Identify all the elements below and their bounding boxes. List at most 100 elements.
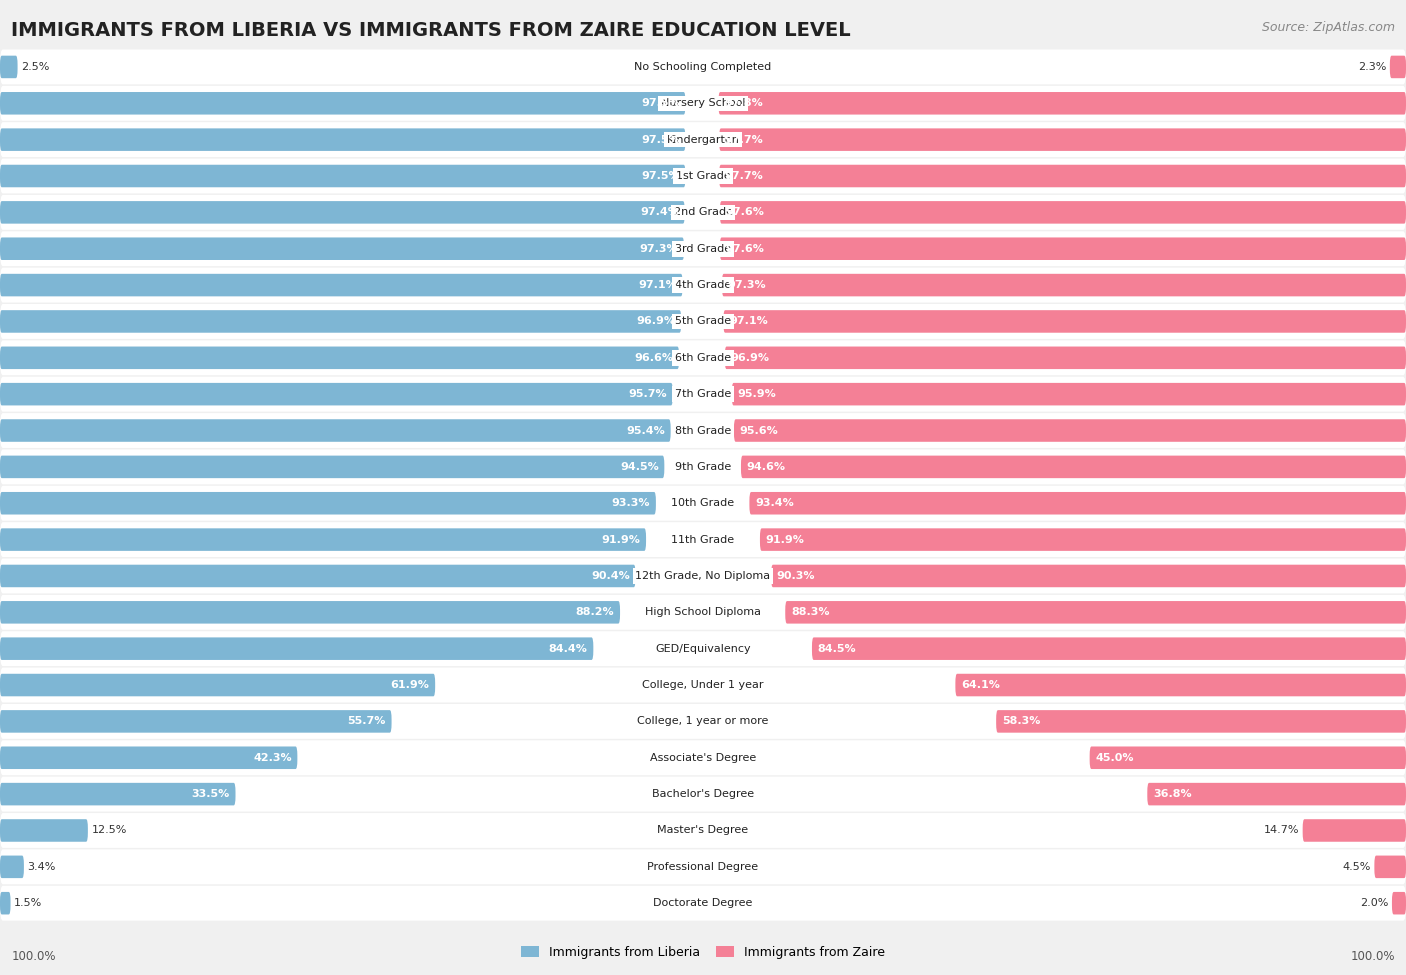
Text: 2.3%: 2.3% bbox=[1358, 62, 1386, 72]
FancyBboxPatch shape bbox=[0, 129, 686, 151]
FancyBboxPatch shape bbox=[0, 601, 620, 624]
Text: Doctorate Degree: Doctorate Degree bbox=[654, 898, 752, 908]
FancyBboxPatch shape bbox=[0, 528, 647, 551]
Text: Professional Degree: Professional Degree bbox=[647, 862, 759, 872]
Text: 97.6%: 97.6% bbox=[725, 208, 765, 217]
FancyBboxPatch shape bbox=[1375, 856, 1406, 878]
FancyBboxPatch shape bbox=[0, 492, 655, 515]
Text: 2.0%: 2.0% bbox=[1360, 898, 1389, 908]
FancyBboxPatch shape bbox=[0, 413, 1406, 448]
Text: 3.4%: 3.4% bbox=[28, 862, 56, 872]
Text: 97.5%: 97.5% bbox=[641, 135, 681, 144]
Text: 97.4%: 97.4% bbox=[640, 208, 679, 217]
Text: 8th Grade: 8th Grade bbox=[675, 425, 731, 436]
Text: 93.4%: 93.4% bbox=[755, 498, 794, 508]
FancyBboxPatch shape bbox=[0, 231, 1406, 266]
Text: 96.9%: 96.9% bbox=[731, 353, 769, 363]
Text: 97.3%: 97.3% bbox=[640, 244, 678, 254]
FancyBboxPatch shape bbox=[741, 455, 1406, 478]
Text: GED/Equivalency: GED/Equivalency bbox=[655, 644, 751, 653]
Text: 2.5%: 2.5% bbox=[21, 62, 49, 72]
Text: No Schooling Completed: No Schooling Completed bbox=[634, 62, 772, 72]
FancyBboxPatch shape bbox=[0, 201, 685, 223]
Text: 97.3%: 97.3% bbox=[728, 280, 766, 291]
FancyBboxPatch shape bbox=[734, 419, 1406, 442]
Text: 97.7%: 97.7% bbox=[725, 171, 763, 181]
FancyBboxPatch shape bbox=[0, 346, 679, 370]
FancyBboxPatch shape bbox=[0, 668, 1406, 703]
Text: Master's Degree: Master's Degree bbox=[658, 826, 748, 836]
FancyBboxPatch shape bbox=[725, 346, 1406, 370]
Text: 90.3%: 90.3% bbox=[778, 571, 815, 581]
FancyBboxPatch shape bbox=[0, 813, 1406, 848]
Text: 14.7%: 14.7% bbox=[1264, 826, 1299, 836]
FancyBboxPatch shape bbox=[0, 856, 24, 878]
Text: 10th Grade: 10th Grade bbox=[672, 498, 734, 508]
Text: 4th Grade: 4th Grade bbox=[675, 280, 731, 291]
FancyBboxPatch shape bbox=[0, 740, 1406, 775]
FancyBboxPatch shape bbox=[720, 129, 1406, 151]
Text: 6th Grade: 6th Grade bbox=[675, 353, 731, 363]
Text: 94.5%: 94.5% bbox=[620, 462, 658, 472]
FancyBboxPatch shape bbox=[0, 92, 686, 114]
FancyBboxPatch shape bbox=[997, 710, 1406, 732]
Text: 97.5%: 97.5% bbox=[641, 98, 681, 108]
FancyBboxPatch shape bbox=[1090, 747, 1406, 769]
FancyBboxPatch shape bbox=[1303, 819, 1406, 841]
Text: 12.5%: 12.5% bbox=[91, 826, 127, 836]
FancyBboxPatch shape bbox=[0, 449, 1406, 485]
Text: Associate's Degree: Associate's Degree bbox=[650, 753, 756, 762]
FancyBboxPatch shape bbox=[0, 819, 87, 841]
Text: 95.7%: 95.7% bbox=[628, 389, 668, 399]
FancyBboxPatch shape bbox=[720, 238, 1406, 260]
Text: 96.6%: 96.6% bbox=[634, 353, 673, 363]
Text: Source: ZipAtlas.com: Source: ZipAtlas.com bbox=[1261, 21, 1395, 34]
FancyBboxPatch shape bbox=[0, 631, 1406, 666]
Text: 95.9%: 95.9% bbox=[738, 389, 776, 399]
Text: 91.9%: 91.9% bbox=[765, 534, 804, 545]
Text: College, 1 year or more: College, 1 year or more bbox=[637, 717, 769, 726]
FancyBboxPatch shape bbox=[0, 777, 1406, 811]
FancyBboxPatch shape bbox=[772, 565, 1406, 587]
Text: 94.6%: 94.6% bbox=[747, 462, 786, 472]
Text: IMMIGRANTS FROM LIBERIA VS IMMIGRANTS FROM ZAIRE EDUCATION LEVEL: IMMIGRANTS FROM LIBERIA VS IMMIGRANTS FR… bbox=[11, 21, 851, 40]
Text: 42.3%: 42.3% bbox=[253, 753, 292, 762]
Text: 58.3%: 58.3% bbox=[1002, 717, 1040, 726]
FancyBboxPatch shape bbox=[956, 674, 1406, 696]
FancyBboxPatch shape bbox=[718, 92, 1406, 114]
Text: 1st Grade: 1st Grade bbox=[676, 171, 730, 181]
FancyBboxPatch shape bbox=[0, 885, 1406, 920]
Text: 88.3%: 88.3% bbox=[790, 607, 830, 617]
FancyBboxPatch shape bbox=[0, 455, 665, 478]
FancyBboxPatch shape bbox=[0, 419, 671, 442]
Text: 95.6%: 95.6% bbox=[740, 425, 779, 436]
FancyBboxPatch shape bbox=[0, 710, 391, 732]
FancyBboxPatch shape bbox=[0, 892, 10, 915]
Text: 97.7%: 97.7% bbox=[725, 135, 763, 144]
Text: Bachelor's Degree: Bachelor's Degree bbox=[652, 789, 754, 800]
FancyBboxPatch shape bbox=[0, 486, 1406, 521]
Text: 97.1%: 97.1% bbox=[730, 317, 768, 327]
FancyBboxPatch shape bbox=[0, 559, 1406, 594]
FancyBboxPatch shape bbox=[0, 383, 673, 406]
Text: 2nd Grade: 2nd Grade bbox=[673, 208, 733, 217]
Text: 61.9%: 61.9% bbox=[391, 680, 430, 690]
Text: High School Diploma: High School Diploma bbox=[645, 607, 761, 617]
Text: 3rd Grade: 3rd Grade bbox=[675, 244, 731, 254]
Text: 97.6%: 97.6% bbox=[725, 244, 765, 254]
FancyBboxPatch shape bbox=[720, 165, 1406, 187]
FancyBboxPatch shape bbox=[0, 376, 1406, 411]
FancyBboxPatch shape bbox=[749, 492, 1406, 515]
Text: 97.5%: 97.5% bbox=[641, 171, 681, 181]
Text: 97.8%: 97.8% bbox=[724, 98, 763, 108]
Text: 97.1%: 97.1% bbox=[638, 280, 678, 291]
FancyBboxPatch shape bbox=[0, 50, 1406, 85]
FancyBboxPatch shape bbox=[0, 56, 17, 78]
Text: 96.9%: 96.9% bbox=[637, 317, 676, 327]
Text: Kindergarten: Kindergarten bbox=[666, 135, 740, 144]
FancyBboxPatch shape bbox=[0, 86, 1406, 121]
Text: 90.4%: 90.4% bbox=[591, 571, 630, 581]
Text: 9th Grade: 9th Grade bbox=[675, 462, 731, 472]
FancyBboxPatch shape bbox=[0, 267, 1406, 302]
FancyBboxPatch shape bbox=[0, 195, 1406, 230]
